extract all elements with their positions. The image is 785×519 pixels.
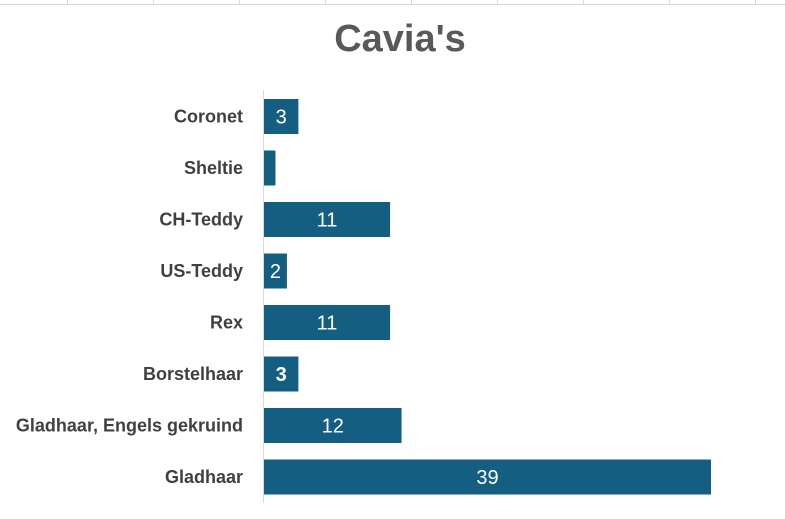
category-label: Gladhaar, Engels gekruind [16, 416, 243, 436]
sheet-column-gridline [669, 0, 670, 4]
bar [264, 202, 391, 237]
sheet-column-gridline [583, 0, 584, 4]
bar-series: Coronet 3 Sheltie CH-Teddy 11 US-Teddy 2 Rex 11 B… [16, 99, 711, 495]
data-label: 11 [317, 313, 338, 335]
sheet-column-gridline [325, 0, 326, 4]
category-label: US-Teddy [160, 261, 243, 281]
category-label: Borstelhaar [143, 364, 243, 384]
sheet-column-gridline [153, 0, 154, 4]
chart-title: Cavia's [334, 18, 466, 60]
data-label: 2 [270, 261, 281, 283]
sheet-column-gridline [411, 0, 412, 4]
data-label: 3 [276, 107, 287, 129]
category-label: Rex [210, 313, 243, 333]
data-label: 11 [317, 210, 338, 232]
bar [264, 253, 287, 289]
bar [264, 305, 391, 340]
sheet-column-gridline [239, 0, 240, 4]
bar [264, 408, 402, 443]
sheet-gridline-top [0, 0, 785, 5]
category-label: Sheltie [184, 158, 243, 178]
sheet-column-gridline [497, 0, 498, 4]
data-label: 39 [476, 467, 498, 489]
bar [264, 150, 276, 186]
sheet-column-gridline [67, 0, 68, 4]
data-label: 12 [322, 416, 344, 438]
bar [264, 356, 299, 392]
bar [264, 99, 299, 134]
category-label: CH-Teddy [159, 210, 243, 230]
bar [264, 459, 711, 495]
data-label: 3 [276, 364, 287, 386]
category-label: Gladhaar [165, 467, 243, 487]
category-label: Coronet [174, 107, 243, 127]
sheet-column-gridline [755, 0, 756, 4]
